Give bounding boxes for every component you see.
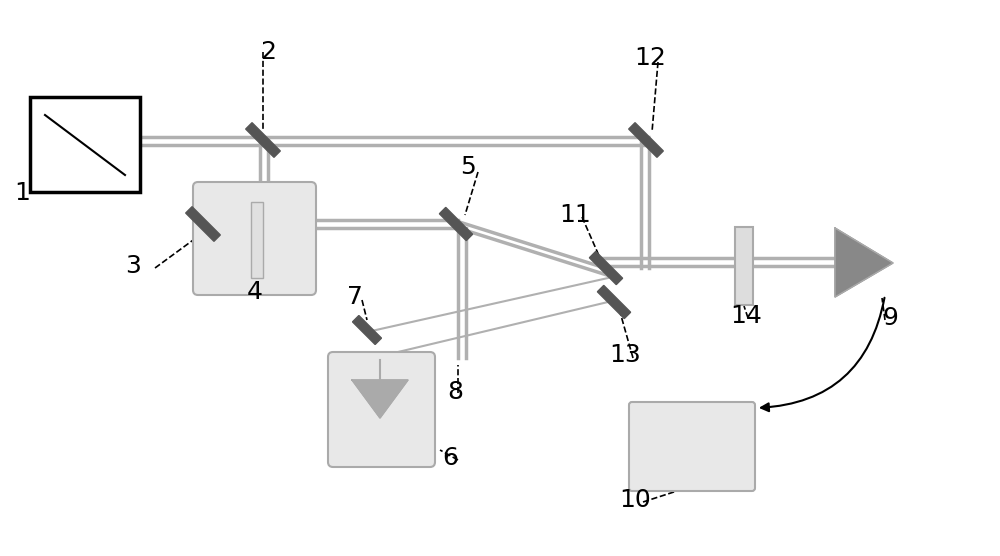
Text: 3: 3 [125, 254, 141, 278]
Polygon shape [597, 285, 631, 319]
Text: 6: 6 [442, 446, 458, 470]
Text: 10: 10 [619, 488, 651, 512]
Polygon shape [439, 207, 473, 241]
Text: 8: 8 [447, 380, 463, 404]
Text: 12: 12 [634, 46, 666, 70]
Polygon shape [352, 380, 408, 418]
Text: 2: 2 [260, 40, 276, 64]
FancyBboxPatch shape [30, 97, 140, 192]
Text: 9: 9 [882, 306, 898, 330]
Text: 13: 13 [609, 343, 641, 367]
Text: 14: 14 [730, 304, 762, 328]
Text: 1: 1 [14, 181, 30, 205]
Text: 4: 4 [247, 280, 263, 304]
Text: 7: 7 [347, 285, 363, 309]
Polygon shape [353, 315, 381, 345]
Polygon shape [835, 228, 893, 297]
FancyBboxPatch shape [193, 182, 316, 295]
Polygon shape [186, 207, 220, 241]
FancyBboxPatch shape [629, 402, 755, 491]
FancyBboxPatch shape [328, 352, 435, 467]
Text: 11: 11 [559, 203, 591, 227]
Polygon shape [246, 123, 280, 157]
Text: 5: 5 [460, 155, 476, 179]
Polygon shape [589, 251, 623, 285]
Polygon shape [629, 123, 663, 157]
FancyBboxPatch shape [735, 227, 753, 305]
FancyBboxPatch shape [251, 202, 263, 278]
